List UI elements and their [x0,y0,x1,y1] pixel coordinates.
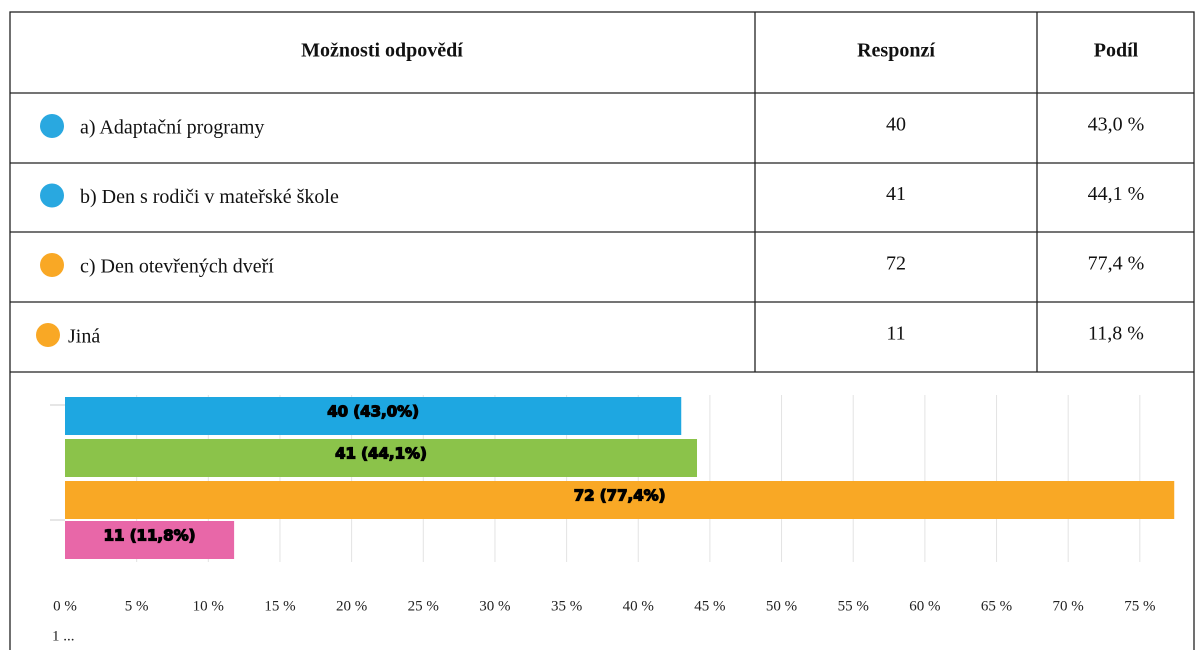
bar-label: 41 (44,1%) [335,445,427,463]
share: 11,8 % [1088,323,1144,345]
x-tick-label: 30 % [479,598,510,614]
responses: 72 [886,253,906,275]
dot [40,114,64,138]
x-tick-label: 60 % [909,598,940,614]
share: 77,4 % [1088,253,1145,275]
bar [65,439,698,477]
x-tick-label: 20 % [336,598,367,614]
dot [40,183,64,208]
footnote: 1 ... [52,628,75,644]
bar [65,481,1175,519]
responses: 40 [886,114,906,136]
header-share: Podíl [1094,40,1139,62]
x-tick-label: 40 % [623,598,654,614]
option: a) Adaptační programy [80,117,264,139]
dot [40,253,64,277]
x-tick-label: 10 % [193,598,224,614]
x-tick-label: 35 % [551,598,582,614]
option: c) Den otevřených dveří [80,256,274,278]
x-tick-label: 25 % [408,598,439,614]
x-tick-label: 75 % [1124,598,1155,614]
x-tick-label: 0 % [53,598,77,614]
share: 44,1 % [1088,183,1145,205]
x-tick-label: 15 % [264,598,295,614]
option: b) Den s rodiči v mateřské škole [80,186,339,208]
share: 43,0 % [1088,114,1145,136]
bar-label: 11 (11,8%) [104,527,196,545]
x-tick-label: 45 % [694,598,725,614]
x-tick-label: 55 % [838,598,869,614]
header-responses: Responzí [857,40,935,62]
dot [36,323,60,347]
responses: 11 [886,323,905,345]
option: Jiná [68,326,100,348]
bar-label: 72 (77,4%) [574,487,666,505]
x-tick-label: 65 % [981,598,1012,614]
x-tick-label: 5 % [125,598,149,614]
bar [65,397,682,435]
x-tick-label: 70 % [1053,598,1084,614]
responses: 41 [886,183,906,205]
bar-label: 40 (43,0%) [327,403,419,421]
table-border [9,11,1195,650]
bar [65,521,235,559]
x-tick-label: 50 % [766,598,797,614]
header-option: Možnosti odpovědí [301,40,463,62]
